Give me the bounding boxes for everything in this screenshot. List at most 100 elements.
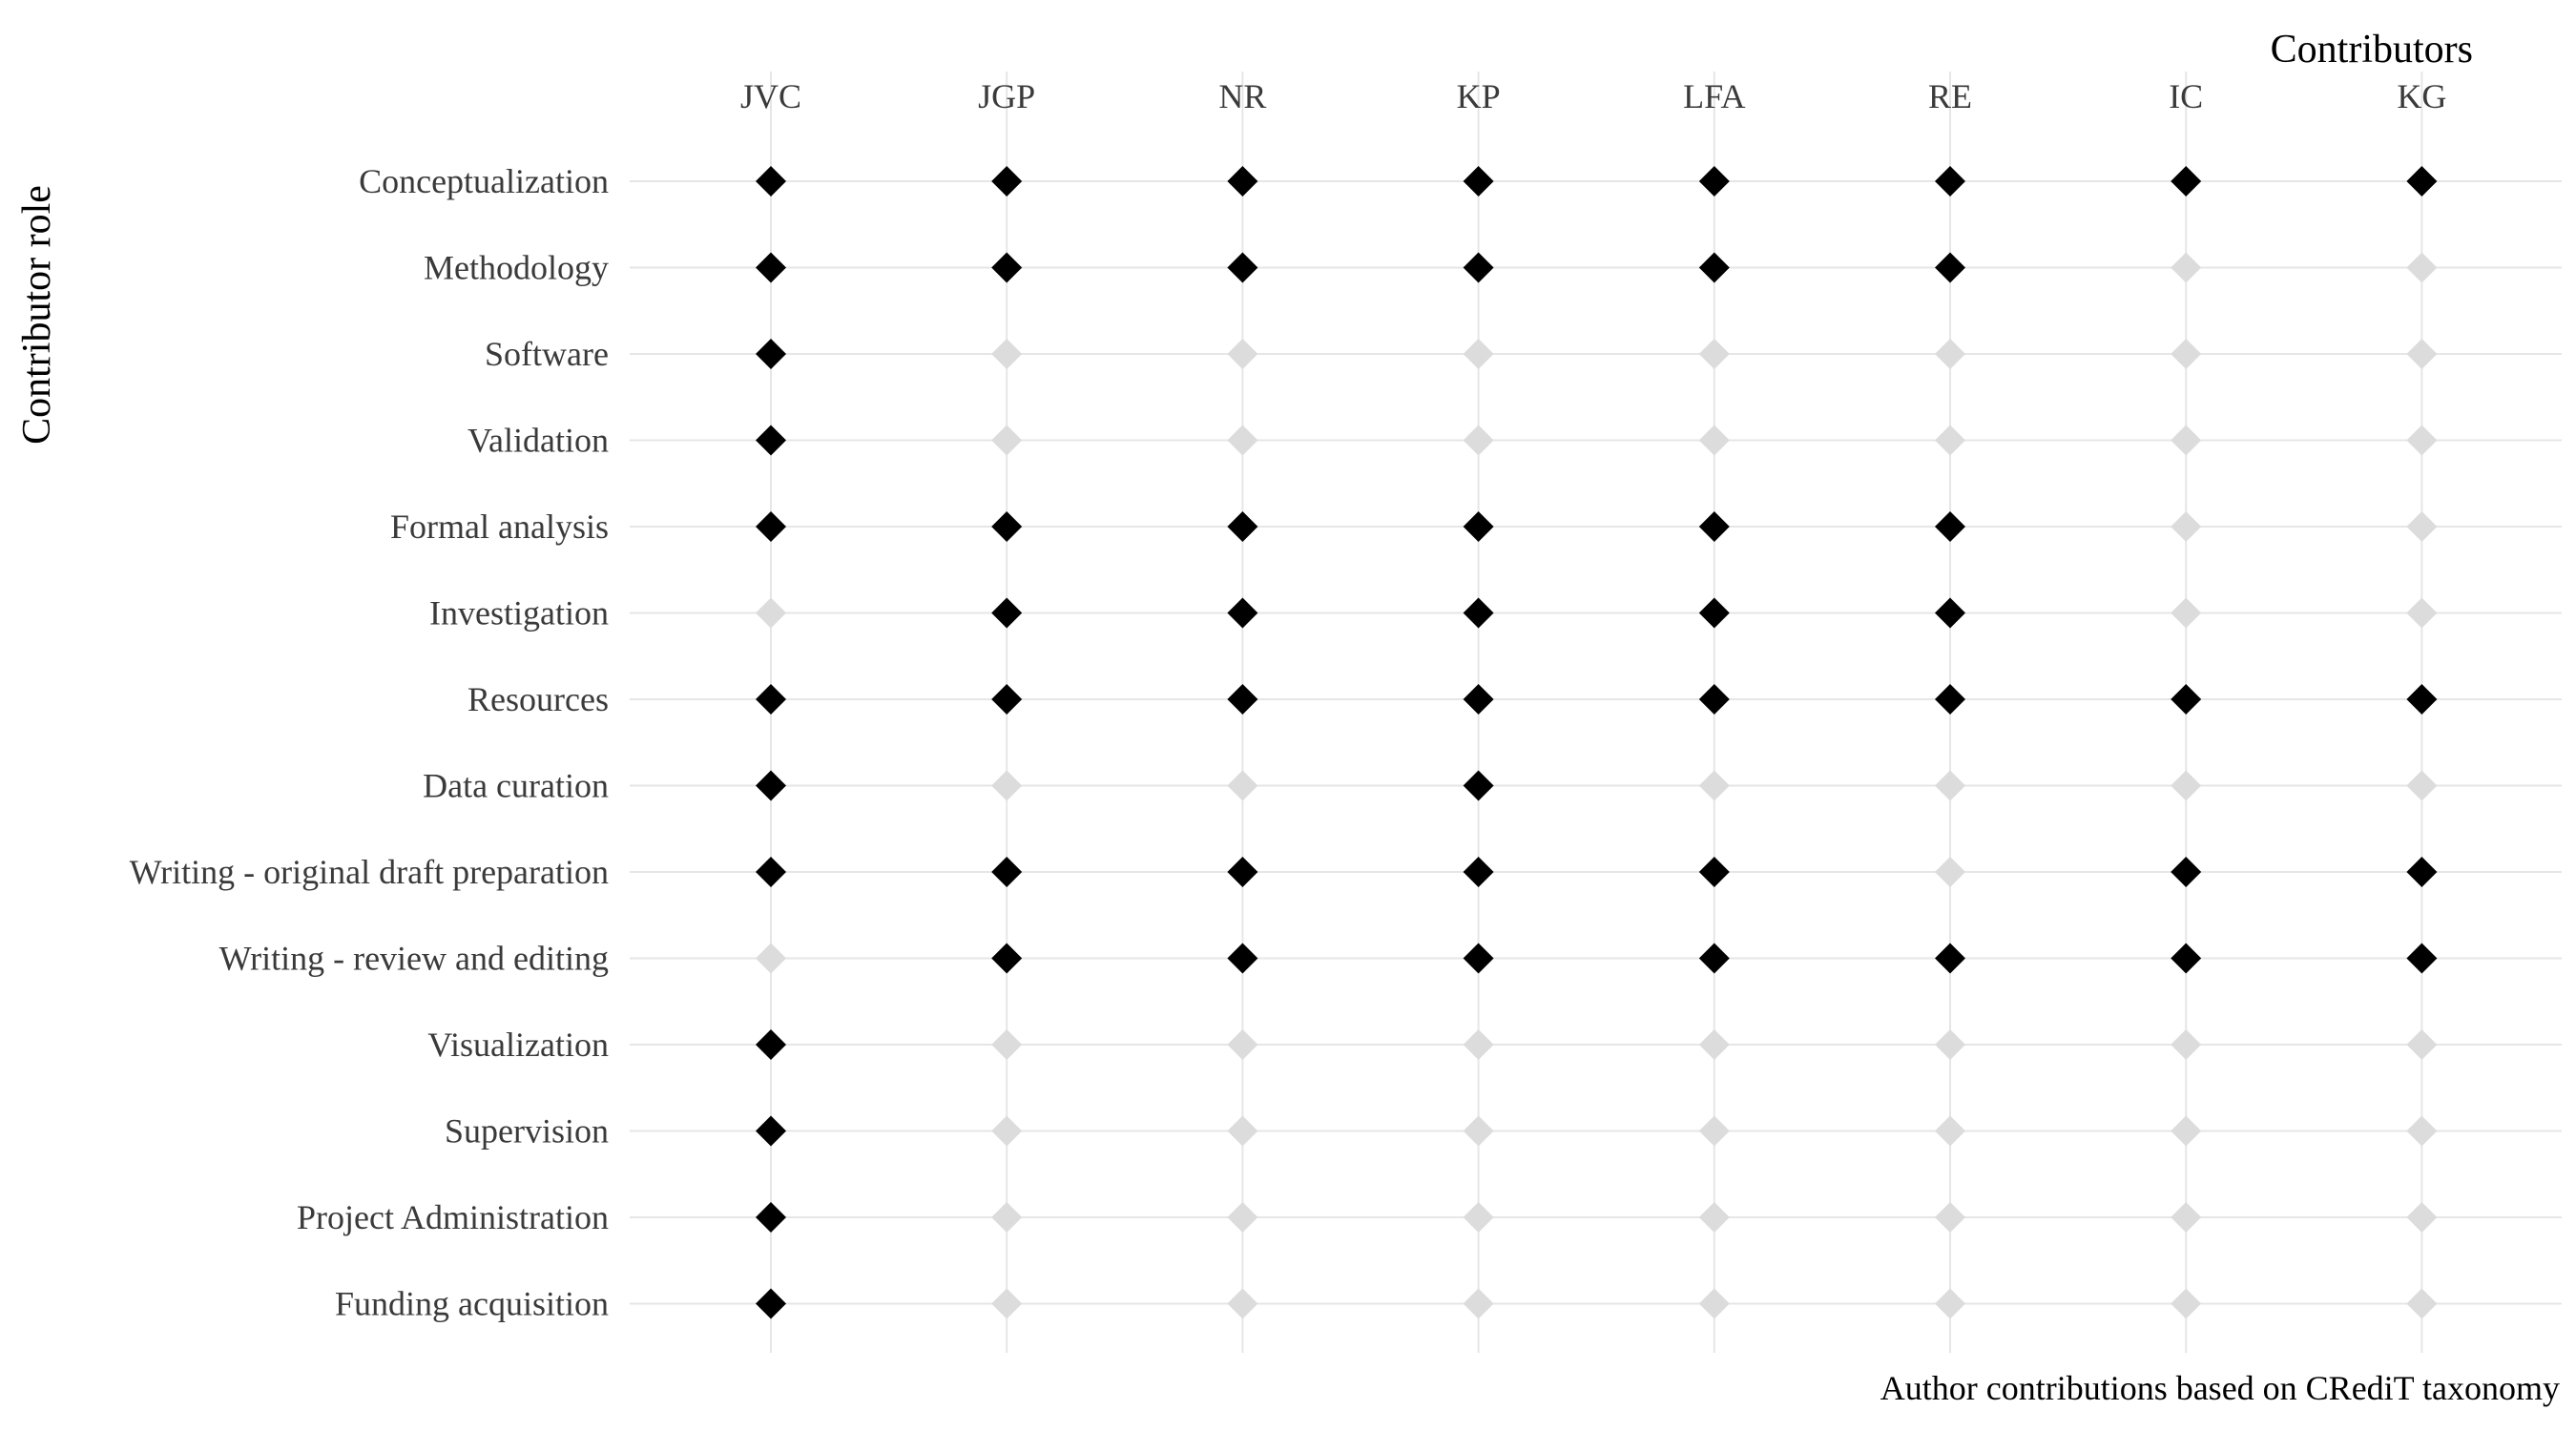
no-contribution-marker [1463,1288,1494,1319]
role-label: Formal analysis [390,508,609,546]
no-contribution-marker [2171,1288,2202,1319]
role-label: Investigation [429,594,609,633]
no-contribution-marker [1227,1029,1258,1060]
no-contribution-marker [991,1115,1023,1147]
no-contribution-marker [2406,1115,2438,1147]
no-contribution-marker [2171,511,2202,542]
contributor-label: KG [2397,77,2446,115]
role-label: Supervision [445,1112,609,1151]
contribution-marker [756,339,786,369]
contributor-label: LFA [1683,77,1745,115]
contribution-marker [756,1115,786,1147]
no-contribution-marker [2406,511,2438,542]
contribution-marker [756,857,786,887]
contribution-marker [2171,166,2202,197]
no-contribution-marker [1463,1202,1494,1233]
contribution-marker [1935,252,1965,283]
role-label: Conceptualization [359,162,609,200]
contribution-marker [756,770,786,801]
contribution-marker [2406,684,2438,715]
contribution-marker [1698,943,1730,974]
no-contribution-marker [2406,425,2438,456]
contribution-marker [756,511,786,542]
contribution-marker [1463,511,1494,542]
no-contribution-marker [2171,252,2202,283]
no-contribution-marker [1463,1115,1494,1147]
contribution-marker [991,857,1023,887]
contribution-marker [756,166,786,197]
no-contribution-marker [991,1288,1023,1319]
grid-lines [630,72,2562,1353]
no-contribution-marker [2406,1288,2438,1319]
contributor-label: JVC [740,77,801,115]
contributor-label: KP [1457,77,1501,115]
no-contribution-marker [991,1202,1023,1233]
no-contribution-marker [1935,1202,1965,1233]
no-contribution-marker [1698,1202,1730,1233]
contribution-marker [991,166,1023,197]
no-contribution-marker [1463,425,1494,456]
contribution-marker [1935,166,1965,197]
contribution-marker [1698,511,1730,542]
contribution-marker [1935,597,1965,629]
no-contribution-marker [2171,1115,2202,1147]
contribution-marker [1935,684,1965,715]
x-axis-title: Contributors [2271,28,2473,72]
no-contribution-marker [1227,1288,1258,1319]
contribution-marker [1463,166,1494,197]
role-label: Writing - review and editing [219,940,609,978]
contribution-marker [1227,857,1258,887]
no-contribution-marker [756,597,786,629]
y-axis-title: Contributor role [15,185,59,445]
contributor-label: NR [1218,77,1266,115]
role-tick-labels: Conceptualization Methodology Software Vali… [130,162,609,1323]
no-contribution-marker [1935,1115,1965,1147]
no-contribution-marker [1227,425,1258,456]
contribution-marker [1463,770,1494,801]
role-label: Writing - original draft preparation [130,853,609,891]
contribution-marker [1463,684,1494,715]
contribution-marker [1463,943,1494,974]
no-contribution-marker [1935,425,1965,456]
contribution-marker [1227,943,1258,974]
contribution-marker [1935,943,1965,974]
no-contribution-marker [1935,770,1965,801]
role-label: Funding acquisition [335,1285,609,1323]
no-contribution-marker [2171,597,2202,629]
contribution-marker [1698,597,1730,629]
role-label: Resources [467,680,609,718]
no-contribution-marker [1698,1115,1730,1147]
contribution-marker [756,1029,786,1060]
no-contribution-marker [1463,339,1494,369]
role-label: Project Administration [297,1198,609,1236]
contribution-marker [1227,597,1258,629]
no-contribution-marker [2171,1202,2202,1233]
contribution-marker [1698,166,1730,197]
no-contribution-marker [1935,1029,1965,1060]
contribution-marker [1698,684,1730,715]
contribution-marker [1463,597,1494,629]
contribution-marker [756,1288,786,1319]
no-contribution-marker [991,339,1023,369]
no-contribution-marker [2406,770,2438,801]
no-contribution-marker [991,1029,1023,1060]
diamond-markers [756,166,2438,1319]
no-contribution-marker [2171,1029,2202,1060]
contribution-marker [756,684,786,715]
no-contribution-marker [2406,1029,2438,1060]
contribution-marker [1935,511,1965,542]
contribution-marker [756,252,786,283]
contribution-marker [991,684,1023,715]
contribution-marker [991,597,1023,629]
contributor-label: JGP [978,77,1035,115]
no-contribution-marker [1227,339,1258,369]
contributor-tick-labels: JVC JGP NR KP LFA RE IC KG [740,77,2446,115]
chart-caption: Author contributions based on CRediT tax… [1880,1369,2560,1407]
role-label: Methodology [424,249,609,287]
no-contribution-marker [1227,770,1258,801]
contributor-label: RE [1928,77,1972,115]
no-contribution-marker [991,770,1023,801]
no-contribution-marker [1463,1029,1494,1060]
no-contribution-marker [1698,425,1730,456]
